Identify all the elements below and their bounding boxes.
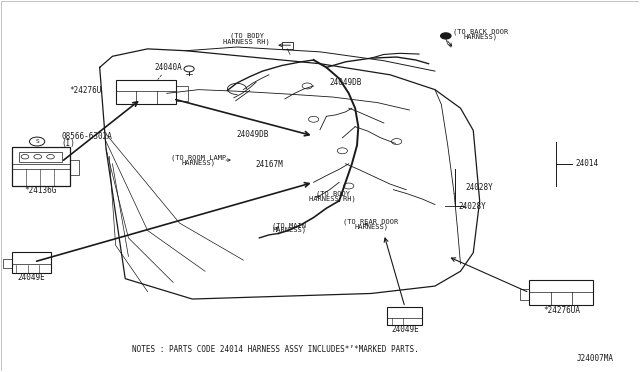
Text: (TO BODY: (TO BODY: [316, 191, 350, 198]
Text: HARNESS): HARNESS): [354, 223, 388, 230]
Text: 24014: 24014: [575, 159, 598, 168]
Text: HARNESS RH): HARNESS RH): [223, 38, 270, 45]
Bar: [19, 151, 62, 162]
Text: 24028Y: 24028Y: [458, 202, 486, 211]
Text: HARNESS RH): HARNESS RH): [309, 196, 356, 202]
Text: 24167M: 24167M: [255, 160, 283, 169]
Text: (I): (I): [61, 139, 76, 148]
Text: HARNESS): HARNESS): [464, 33, 498, 40]
Text: 24049DB: 24049DB: [237, 130, 269, 140]
Text: 08566-6302A: 08566-6302A: [61, 132, 112, 141]
Text: HARNESS): HARNESS): [273, 227, 307, 233]
Bar: [529, 280, 593, 305]
Text: *24276U: *24276U: [69, 86, 102, 95]
Text: (TO REAR DOOR: (TO REAR DOOR: [344, 219, 399, 225]
Bar: [12, 147, 70, 186]
Text: *24276UA: *24276UA: [543, 306, 580, 315]
Bar: [176, 86, 188, 101]
Text: 24040A: 24040A: [154, 63, 182, 72]
Text: (TO BODY: (TO BODY: [230, 33, 264, 39]
Text: NOTES : PARTS CODE 24014 HARNESS ASSY INCLUDES*’*MARKED PARTS.: NOTES : PARTS CODE 24014 HARNESS ASSY IN…: [132, 345, 419, 354]
Bar: [116, 80, 176, 105]
Bar: [520, 289, 529, 300]
Text: *24136G: *24136G: [25, 186, 57, 195]
Text: S: S: [35, 139, 39, 144]
Circle shape: [441, 33, 451, 39]
Bar: [282, 42, 293, 49]
Text: 24049E: 24049E: [391, 325, 419, 334]
Text: 24049E: 24049E: [17, 273, 45, 282]
Text: J24007MA: J24007MA: [577, 354, 614, 363]
Text: HARNESS): HARNESS): [182, 160, 216, 166]
Bar: [3, 259, 12, 268]
Text: 24028Y: 24028Y: [465, 183, 493, 192]
Bar: [387, 307, 422, 325]
Text: (TO BACK DOOR: (TO BACK DOOR: [453, 28, 509, 35]
Bar: [70, 160, 79, 175]
Text: 24049DB: 24049DB: [330, 78, 362, 87]
Text: (TO MAIN: (TO MAIN: [273, 222, 307, 229]
Text: (TO ROOM LAMP: (TO ROOM LAMP: [171, 155, 227, 161]
Bar: [12, 251, 51, 273]
